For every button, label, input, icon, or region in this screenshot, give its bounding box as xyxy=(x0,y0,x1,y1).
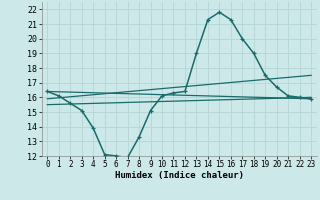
X-axis label: Humidex (Indice chaleur): Humidex (Indice chaleur) xyxy=(115,171,244,180)
